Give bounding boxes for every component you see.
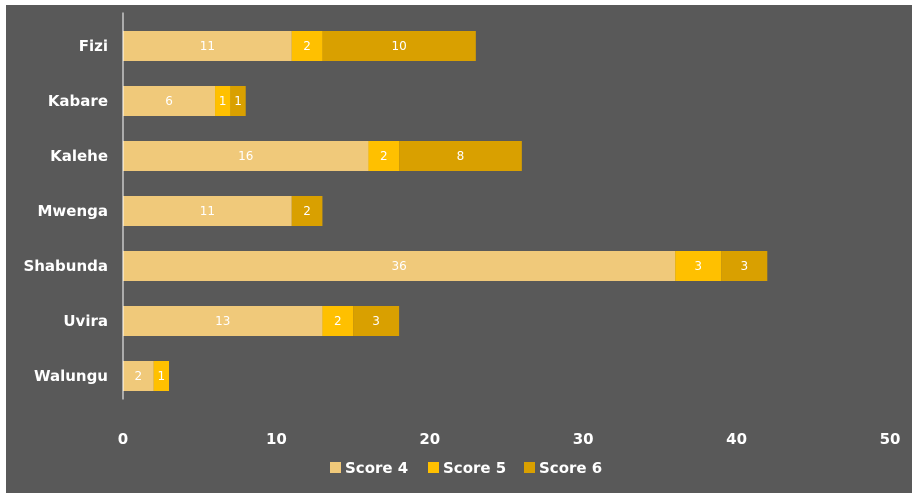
x-tick-label-0: 0 (118, 430, 128, 448)
bar-uvira-score-5 (322, 306, 354, 336)
category-label-mwenga: Mwenga (38, 202, 109, 220)
legend-label-score-5: Score 5 (443, 459, 506, 477)
bar-kabare-score-6 (230, 86, 246, 116)
bar-kabare-score-4 (123, 86, 216, 116)
data-labels-group: 11 2 106 1 116 2 811 236 3 313 2 32 1 (135, 39, 749, 383)
data-label-fizi-score-6: 10 (391, 39, 406, 53)
bar-mwenga-score-6 (291, 196, 323, 226)
bar-walungu-score-5 (153, 361, 170, 391)
category-label-kalehe: Kalehe (50, 147, 108, 165)
data-label-uvira-score-4: 13 (215, 314, 230, 328)
stacked-bar-chart: 11 2 106 1 116 2 811 236 3 313 2 32 1 FiziKabareKale… (23, 12, 901, 477)
data-label-mwenga-score-6: 2 (303, 204, 311, 218)
bar-fizi-score-5 (291, 31, 323, 61)
bar-kabare-score-5 (215, 86, 231, 116)
data-label-shabunda-score-4: 36 (391, 259, 406, 273)
legend-label-score-4: Score 4 (345, 459, 408, 477)
data-label-fizi-score-4: 11 (200, 39, 215, 53)
data-label-mwenga-score-4: 11 (200, 204, 215, 218)
data-label-uvira-score-5: 2 (334, 314, 342, 328)
x-tick-labels-group: 0 10 20 30 40 50 (118, 430, 901, 448)
legend-swatch-score-4 (330, 462, 341, 473)
bar-uvira-score-4 (123, 306, 323, 336)
bar-shabunda-score-5 (675, 251, 722, 281)
data-label-fizi-score-5: 2 (303, 39, 311, 53)
data-label-shabunda-score-5: 3 (694, 259, 702, 273)
bar-mwenga-score-4 (123, 196, 292, 226)
bar-kalehe-score-5 (368, 141, 400, 171)
category-label-uvira: Uvira (63, 312, 108, 330)
x-tick-label-50: 50 (880, 430, 901, 448)
bar-shabunda-score-6 (721, 251, 768, 281)
category-label-kabare: Kabare (48, 92, 108, 110)
category-label-shabunda: Shabunda (23, 257, 108, 275)
data-label-uvira-score-6: 3 (372, 314, 380, 328)
bar-kalehe-score-4 (123, 141, 369, 171)
bar-uvira-score-6 (353, 306, 400, 336)
data-label-shabunda-score-6: 3 (740, 259, 748, 273)
chart-area: 11 2 10 6 1 1 16 2 8 11 2 36 3 3 13 2 3 2 1 Fizi Kabare Kale… (6, 5, 912, 493)
x-tick-label-40: 40 (726, 430, 747, 448)
legend-swatch-score-6 (524, 462, 535, 473)
data-label-kalehe-score-5: 2 (380, 149, 388, 163)
legend-swatch-score-5 (428, 462, 439, 473)
x-tick-label-30: 30 (573, 430, 594, 448)
category-label-walungu: Walungu (34, 367, 108, 385)
data-label-walungu-score-5: 1 (158, 369, 166, 383)
bar-shabunda-score-4 (123, 251, 676, 281)
bar-walungu-score-4 (123, 361, 154, 391)
x-tick-label-20: 20 (419, 430, 440, 448)
legend: Score 4 Score 5 Score 6 (330, 459, 602, 477)
bars-group (123, 31, 768, 391)
bar-fizi-score-4 (123, 31, 292, 61)
data-label-kabare-score-4: 6 (165, 94, 173, 108)
category-labels-group: Fizi Kabare Kalehe Mwenga Shabunda Uvira Walun… (23, 37, 108, 385)
data-label-kalehe-score-6: 8 (457, 149, 465, 163)
data-label-kabare-score-5: 1 (219, 94, 227, 108)
data-label-kalehe-score-4: 16 (238, 149, 253, 163)
data-label-kabare-score-6: 1 (234, 94, 242, 108)
data-label-walungu-score-4: 2 (135, 369, 143, 383)
x-tick-label-10: 10 (266, 430, 287, 448)
legend-label-score-6: Score 6 (539, 459, 602, 477)
bar-fizi-score-6 (322, 31, 476, 61)
category-label-fizi: Fizi (79, 37, 108, 55)
bar-kalehe-score-6 (399, 141, 522, 171)
